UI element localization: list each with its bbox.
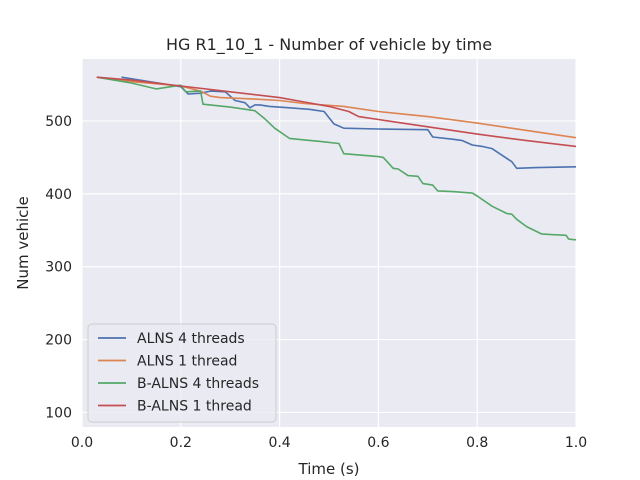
x-tick-label: 0.2 — [170, 435, 192, 451]
legend-label: ALNS 4 threads — [137, 331, 245, 347]
x-tick-label: 0.6 — [367, 435, 389, 451]
x-axis-title: Time (s) — [298, 460, 360, 478]
y-tick-label: 400 — [45, 187, 72, 203]
chart-title: HG R1_10_1 - Number of vehicle by time — [166, 35, 492, 55]
y-tick-labels: 100 200 300 400 500 — [45, 114, 72, 421]
x-tick-label: 1.0 — [565, 435, 587, 451]
series-line-4 — [96, 76, 577, 148]
y-tick-label: 500 — [45, 114, 72, 130]
legend-label: ALNS 1 thread — [137, 354, 237, 370]
series-group — [96, 76, 577, 241]
legend: ALNS 4 threads ALNS 1 thread B-ALNS 4 thre… — [87, 323, 277, 423]
x-tick-labels: 0.0 0.2 0.4 0.6 0.8 1.0 — [71, 435, 587, 451]
legend-label: B-ALNS 4 threads — [137, 376, 259, 392]
series-line-2 — [96, 76, 577, 139]
series-line-3 — [96, 76, 576, 241]
legend-label: B-ALNS 1 thread — [137, 399, 252, 415]
x-tick-label: 0.4 — [268, 435, 290, 451]
y-tick-label: 100 — [45, 405, 72, 421]
y-tick-label: 300 — [45, 260, 72, 276]
y-tick-label: 200 — [45, 333, 72, 349]
x-tick-label: 0.0 — [71, 435, 93, 451]
y-axis-title: Num vehicle — [14, 196, 32, 290]
x-tick-label: 0.8 — [466, 435, 488, 451]
legend-box — [87, 323, 277, 423]
